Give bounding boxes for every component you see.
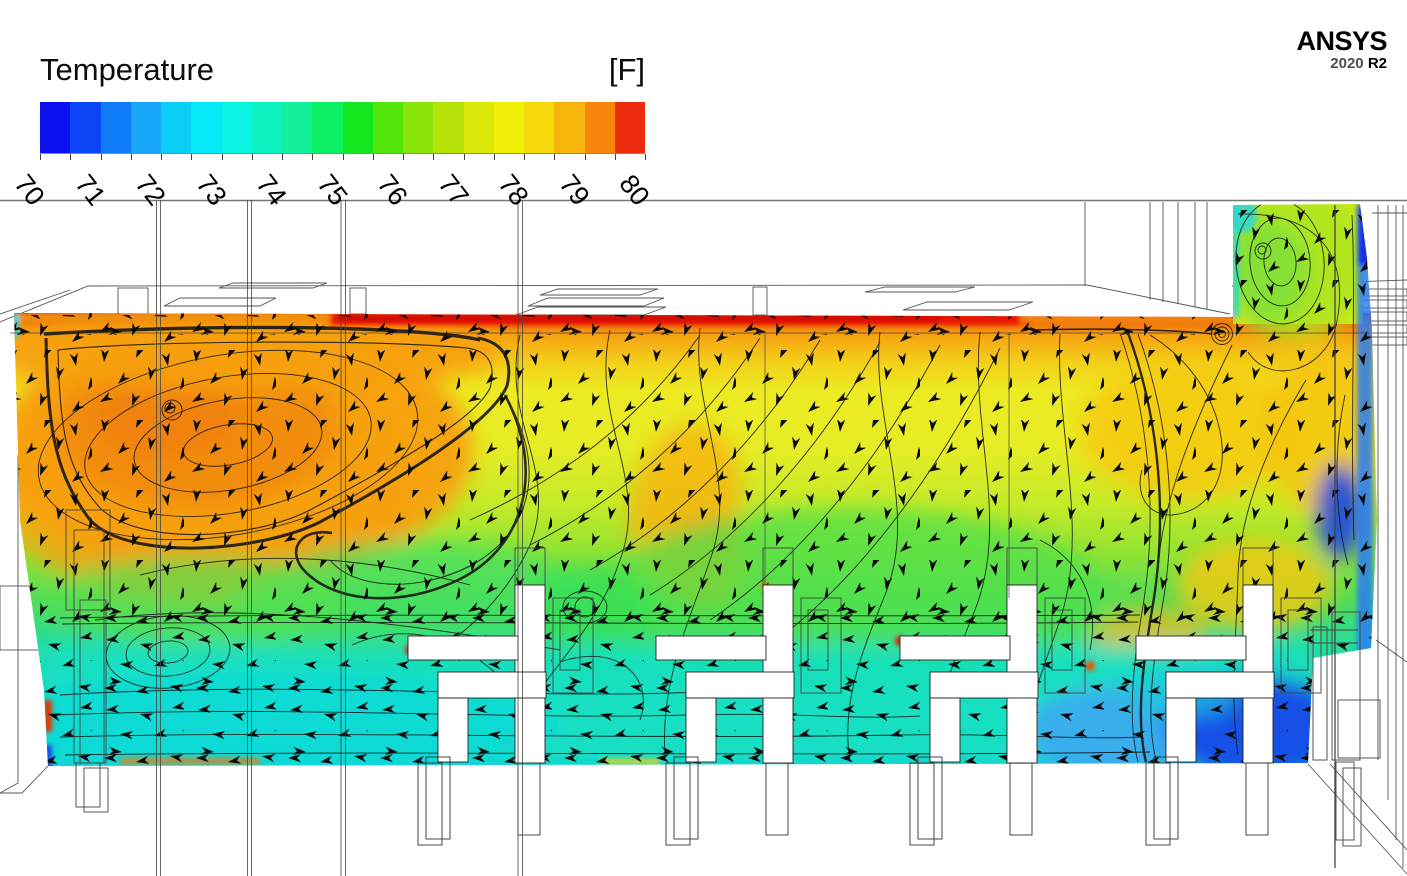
colorbar-tick <box>312 154 314 160</box>
colorbar-segment <box>554 102 585 153</box>
colorbar-tick <box>524 154 525 160</box>
colorbar-segment <box>372 102 403 153</box>
colorbar-tick <box>100 154 102 160</box>
ansys-logo: ANSYS 2020 R2 <box>1296 26 1387 72</box>
colorbar-segment <box>251 102 282 153</box>
colorbar-tick <box>251 154 253 160</box>
colorbar-tick-label: 74 <box>250 169 293 212</box>
colorbar-tick-label: 71 <box>68 169 111 212</box>
colorbar-tick <box>433 154 435 160</box>
colorbar-tick <box>403 154 404 160</box>
colorbar-segment <box>463 102 494 153</box>
colorbar-tick <box>645 154 646 160</box>
colorbar-segment <box>70 102 101 153</box>
colorbar-segment <box>524 102 555 153</box>
colorbar-tick <box>584 154 586 160</box>
colorbar-tick <box>342 154 344 160</box>
ansys-version-release: R2 <box>1367 54 1387 72</box>
colorbar-segment <box>433 102 464 153</box>
colorbar-tick-label: 80 <box>613 169 656 212</box>
colorbar-segment <box>312 102 343 153</box>
colorbar-tick-label: 79 <box>552 169 595 212</box>
legend-unit: [F] <box>608 52 645 87</box>
colorbar-tick-labels: 70 71 72 73 74 75 76 77 78 79 80 <box>8 161 720 221</box>
room-wireframe-front <box>10 200 1370 876</box>
temperature-legend: Temperature [F] 70 71 72 73 74 75 76 77 78 79 80 <box>8 52 655 221</box>
colorbar-tick <box>70 154 72 160</box>
colorbar-segment <box>100 102 131 153</box>
colorbar-tick-label: 78 <box>492 169 535 212</box>
colorbar-tick <box>493 154 495 160</box>
colorbar-tick <box>161 154 162 160</box>
workstations <box>65 509 1381 847</box>
colorbar-tick <box>191 154 193 160</box>
ansys-version-text: 2020 R2 <box>1296 54 1387 72</box>
colorbar-tick <box>614 154 616 160</box>
colorbar-segment <box>40 102 71 153</box>
colorbar-tick <box>372 154 374 160</box>
colorbar-segment <box>221 102 252 153</box>
ansys-version-year: 2020 <box>1330 54 1364 72</box>
colorbar-tick-label: 75 <box>310 169 353 212</box>
colorbar-segment <box>493 102 524 153</box>
colorbar-segment <box>130 102 161 153</box>
colorbar-tick-label: 77 <box>431 169 474 212</box>
colorbar-tick <box>282 154 283 160</box>
colorbar-tick <box>130 154 132 160</box>
colorbar-tick-label: 72 <box>129 169 172 212</box>
colorbar-tick-label: 76 <box>371 169 414 212</box>
colorbar-tick <box>554 154 556 160</box>
colorbar-segment <box>584 102 615 153</box>
colorbar-segment <box>191 102 222 153</box>
colorbar-ticks <box>40 154 646 161</box>
colorbar-segment <box>403 102 434 153</box>
colorbar-tick-label: 73 <box>189 169 232 212</box>
colorbar-segment <box>614 102 645 153</box>
colorbar-segment <box>161 102 192 153</box>
ansys-brand-text: ANSYS <box>1296 26 1387 56</box>
colorbar-segment <box>282 102 313 153</box>
temperature-colorbar <box>40 102 645 154</box>
colorbar-tick <box>40 154 41 160</box>
legend-title: Temperature <box>40 52 215 87</box>
colorbar-tick <box>463 154 465 160</box>
colorbar-segment <box>342 102 373 153</box>
colorbar-tick <box>221 154 223 160</box>
room-wireframe-back <box>0 199 1407 875</box>
